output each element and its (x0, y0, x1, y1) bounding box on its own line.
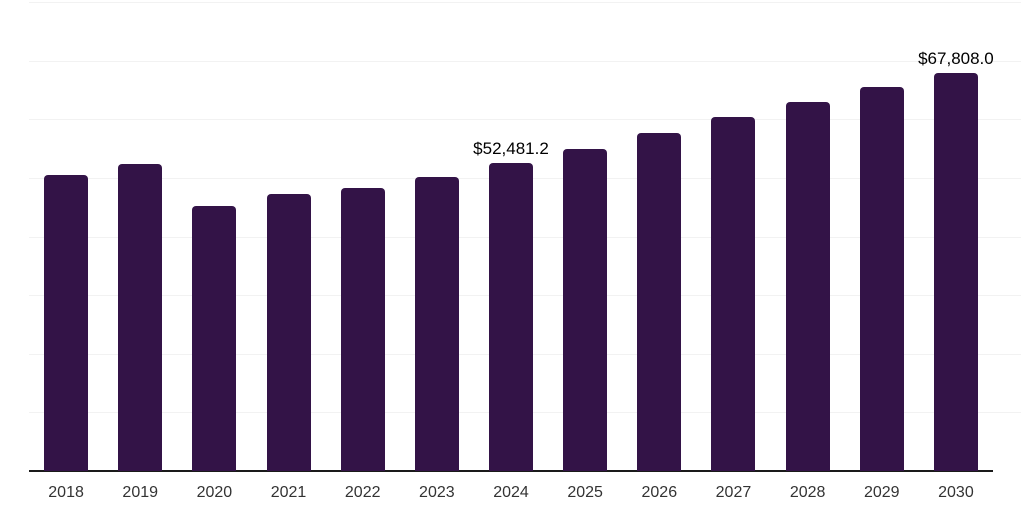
bar-2019 (118, 164, 163, 471)
x-tick-label-2026: 2026 (641, 484, 678, 501)
gridline-60000 (29, 119, 1021, 121)
bar-2018 (44, 174, 89, 471)
bar-2027 (711, 117, 756, 471)
bar-2020 (192, 206, 237, 471)
gridline-70000 (29, 60, 1021, 62)
bar-2026 (637, 132, 682, 471)
plot-area: $52,481.2 $67,808.0 (29, 2, 1021, 472)
x-tick-label-2027: 2027 (715, 484, 752, 501)
x-tick-label-2028: 2028 (789, 484, 826, 501)
bar-2022 (340, 188, 385, 471)
data-label-2024: $52,481.2 (473, 139, 549, 159)
x-axis-line (29, 470, 993, 472)
gridline-80000 (29, 2, 1021, 3)
x-tick-label-2022: 2022 (344, 484, 381, 501)
bar-2024 (489, 163, 533, 471)
x-tick-label-2030: 2030 (938, 484, 974, 501)
x-tick-label-2018: 2018 (48, 484, 84, 501)
bar-2025 (563, 148, 608, 471)
bar-2021 (266, 193, 311, 471)
data-label-2030: $67,808.0 (918, 49, 994, 69)
x-tick-label-2024: 2024 (493, 484, 529, 501)
x-tick-label-2029: 2029 (863, 484, 900, 501)
bar-2023 (414, 176, 459, 471)
bar-2028 (785, 102, 830, 471)
bar-2030 (933, 73, 978, 471)
x-tick-label-2020: 2020 (196, 484, 233, 501)
bar-2029 (859, 87, 904, 471)
x-tick-label-2021: 2021 (270, 484, 307, 501)
x-tick-label-2023: 2023 (419, 484, 455, 501)
x-tick-label-2019: 2019 (122, 484, 159, 501)
x-tick-label-2025: 2025 (567, 484, 603, 501)
